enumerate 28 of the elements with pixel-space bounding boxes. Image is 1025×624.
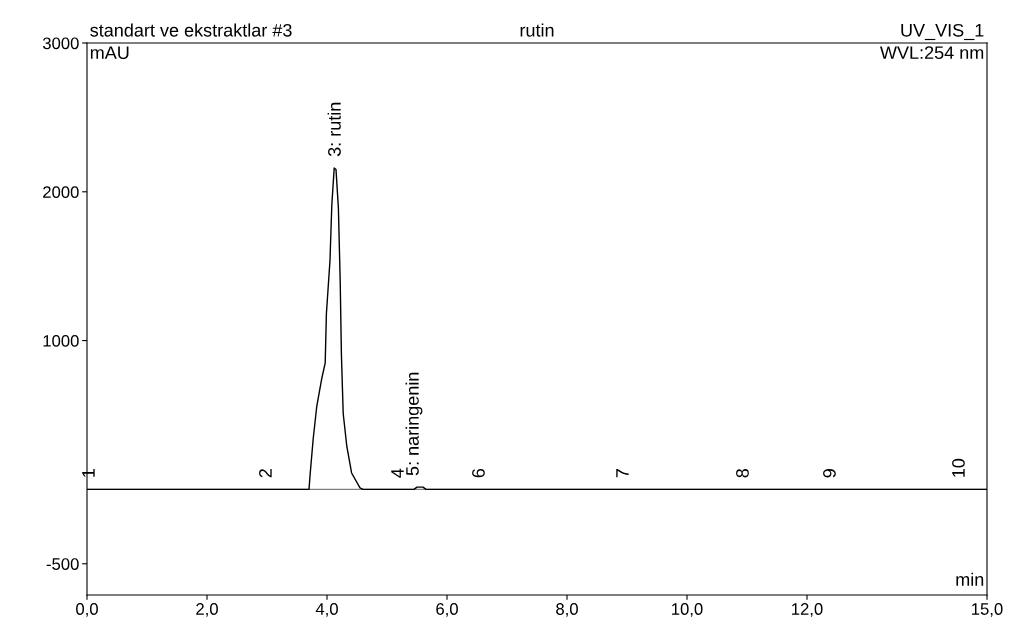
annotation: 2 [259,469,272,478]
annotation: 4 [391,468,404,478]
x-tick-label: 2,0 [196,603,218,617]
annotation: 10 [952,458,965,477]
annotation: 6 [472,469,485,478]
y-tick-label: 3000 [42,37,79,50]
x-tick-label: 15,0 [972,603,1003,617]
text: standart ve ekstraktlar #3 [90,23,292,37]
annotation: 3: rutin [327,102,341,157]
y-tick-label: -500 [46,558,79,570]
annotation: 8 [736,468,749,478]
y-tick-label: 2000 [43,186,79,198]
annotation: WVL:254 nm [880,46,984,60]
x-tick-label: 6,0 [436,603,458,617]
x-tick-label: 8,0 [556,603,578,617]
annotation: 7 [616,469,629,478]
x-tick-label: 12,0 [792,603,823,617]
x-tick-label: 4,0 [315,603,338,617]
annotation: 1 [82,469,95,477]
x-tick-label: 0,0 [76,603,98,617]
x-axis-title: min [956,572,984,586]
text: UV_VIS_1 [901,23,984,41]
annotation: 9 [823,469,836,478]
y-axis-title: mAU [90,46,129,60]
chart-title: rutin [520,23,554,37]
annotation: 5: naringenin [405,372,423,476]
y-tick-label: 1000 [43,334,79,347]
x-tick-label: 10,0 [672,603,703,617]
